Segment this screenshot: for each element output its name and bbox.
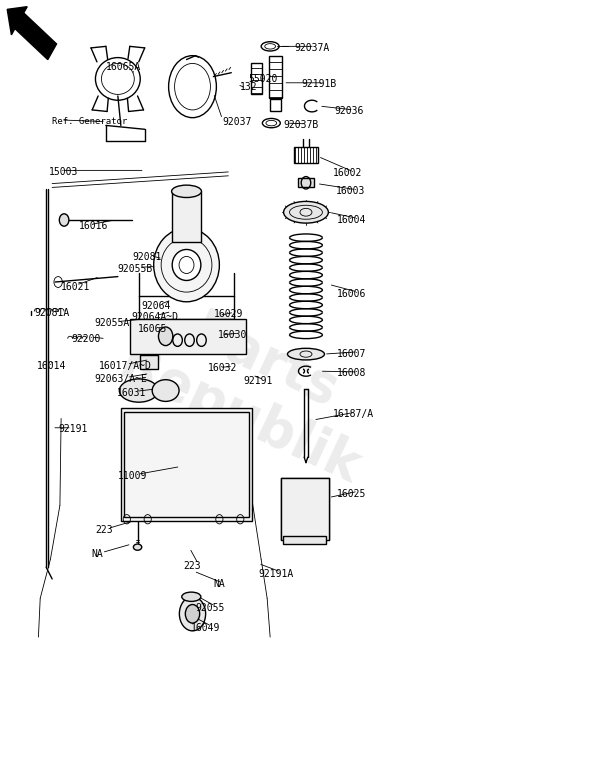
Text: 92037: 92037 <box>223 117 252 127</box>
Text: 223: 223 <box>184 561 201 571</box>
Text: 92036: 92036 <box>335 107 364 117</box>
Text: 16029: 16029 <box>214 309 243 319</box>
Ellipse shape <box>133 544 142 550</box>
Bar <box>294 147 318 163</box>
Ellipse shape <box>172 250 201 280</box>
Ellipse shape <box>154 228 220 302</box>
Ellipse shape <box>284 202 328 223</box>
Circle shape <box>59 214 69 226</box>
Text: 92081A: 92081A <box>34 308 70 318</box>
Text: Parts
Republik: Parts Republik <box>110 283 394 495</box>
Bar <box>130 319 246 354</box>
Text: 16017/A~D: 16017/A~D <box>99 361 152 371</box>
Text: 92063/A~E: 92063/A~E <box>94 374 147 384</box>
Circle shape <box>185 605 200 623</box>
Text: 16025: 16025 <box>337 489 367 499</box>
Text: 16016: 16016 <box>79 221 109 231</box>
Text: NA: NA <box>91 549 103 559</box>
Text: 92037A: 92037A <box>294 43 329 53</box>
Text: 16006: 16006 <box>337 289 367 300</box>
Text: 92055: 92055 <box>196 603 225 612</box>
Text: 92191A: 92191A <box>258 569 293 579</box>
Text: 16008: 16008 <box>337 369 367 378</box>
Bar <box>283 536 326 544</box>
Bar <box>298 178 314 187</box>
Ellipse shape <box>182 592 201 601</box>
Text: NA: NA <box>214 580 225 590</box>
Text: 16065: 16065 <box>137 324 167 334</box>
Circle shape <box>158 327 173 345</box>
Text: 16065A: 16065A <box>106 62 141 72</box>
Text: 92081: 92081 <box>133 252 162 262</box>
Bar <box>269 56 282 98</box>
Text: Ref. Generator: Ref. Generator <box>52 117 127 126</box>
Text: 92200: 92200 <box>72 334 101 344</box>
Text: 55020: 55020 <box>248 74 277 84</box>
Bar <box>270 99 281 111</box>
Text: 16031: 16031 <box>116 388 146 398</box>
FancyArrow shape <box>7 7 56 60</box>
Text: 92191B: 92191B <box>301 79 337 89</box>
Text: 16032: 16032 <box>208 363 237 373</box>
Text: 16003: 16003 <box>336 186 365 196</box>
Text: 92055B: 92055B <box>118 264 153 274</box>
Ellipse shape <box>287 349 325 360</box>
Bar <box>124 412 249 517</box>
Text: 92191: 92191 <box>58 424 88 434</box>
Text: 16049: 16049 <box>191 622 221 633</box>
Text: 16021: 16021 <box>61 282 91 292</box>
Bar <box>251 63 262 94</box>
Text: 15003: 15003 <box>49 167 79 177</box>
Bar <box>121 408 252 520</box>
Text: 92055A: 92055A <box>94 318 129 328</box>
Text: 92064A~D: 92064A~D <box>131 312 179 322</box>
Text: 16030: 16030 <box>218 330 248 340</box>
Circle shape <box>179 597 206 631</box>
Text: 16014: 16014 <box>37 361 67 371</box>
Bar <box>281 478 329 540</box>
Text: 92191: 92191 <box>243 377 272 386</box>
Text: 92037B: 92037B <box>284 121 319 131</box>
Text: 11009: 11009 <box>118 471 147 481</box>
Text: 92064: 92064 <box>142 301 171 311</box>
Ellipse shape <box>119 379 158 402</box>
Text: 132: 132 <box>240 82 258 92</box>
Text: 223: 223 <box>96 525 113 535</box>
Text: 16002: 16002 <box>333 169 362 178</box>
Text: 16007: 16007 <box>337 349 367 359</box>
Bar <box>172 191 202 242</box>
Ellipse shape <box>172 185 202 198</box>
Text: 16004: 16004 <box>337 215 367 225</box>
Text: 16187/A: 16187/A <box>333 408 374 419</box>
Ellipse shape <box>152 380 179 401</box>
Bar <box>140 355 158 369</box>
